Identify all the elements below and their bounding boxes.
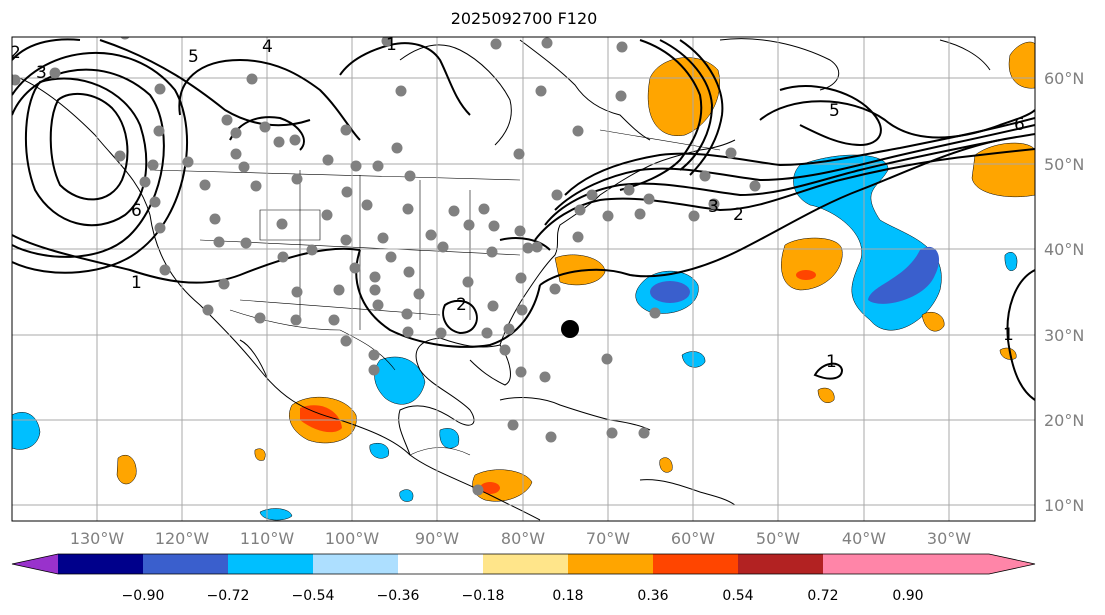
colorbar-tick: −0.18 [462, 588, 505, 604]
colorbar-tick: −0.36 [377, 588, 420, 604]
colorbar-segment [12, 554, 58, 574]
lon-label: 50°W [756, 529, 800, 548]
contour-label: 6 [131, 201, 142, 221]
colorbar-tick: 0.18 [552, 588, 583, 604]
lon-label: 70°W [586, 529, 630, 548]
contour-label: 3 [708, 197, 719, 217]
colorbar-segment [653, 554, 738, 574]
coastlines [12, 38, 991, 521]
storm-center-marker [561, 320, 579, 338]
contour-label: 1 [131, 273, 142, 293]
colorbar-tick: −0.90 [122, 588, 165, 604]
lon-label: 120°W [155, 529, 210, 548]
lat-label: 20°N [1044, 411, 1084, 430]
lat-label: 40°N [1044, 240, 1084, 259]
lat-label: 10°N [1044, 496, 1084, 515]
station-dots [12, 37, 761, 496]
colorbar-segment [823, 554, 908, 574]
colorbar-segment [398, 554, 483, 574]
contour-label-group: 5 4 3 2 6 1 5 6 3 2 1 2 1 1 [10, 35, 1025, 372]
colorbar-segment [143, 554, 228, 574]
map-title: 2025092700 F120 [450, 9, 598, 28]
colorbar-segment [313, 554, 398, 574]
lat-label: 60°N [1044, 69, 1084, 88]
lon-label: 80°W [501, 529, 545, 548]
lon-label: 30°W [927, 529, 971, 548]
lon-label: 130°W [70, 529, 125, 548]
colorbar-tick: −0.54 [292, 588, 335, 604]
colorbar-segment [228, 554, 313, 574]
colorbar-segment [483, 554, 568, 574]
lat-label: 30°N [1044, 326, 1084, 345]
contour-label: 5 [188, 47, 199, 67]
colorbar-tick: 0.36 [637, 588, 668, 604]
lon-label: 60°W [671, 529, 715, 548]
lon-label: 110°W [240, 529, 295, 548]
contour-label: 1 [1003, 325, 1014, 345]
colorbar-segment [738, 554, 823, 574]
map-frame [11, 36, 1036, 522]
contour-label: 1 [386, 35, 397, 55]
contour-label: 6 [1014, 115, 1025, 135]
longitude-labels: 130°W 120°W 110°W 100°W 90°W 80°W 70°W 6… [70, 529, 971, 548]
lat-label: 50°N [1044, 155, 1084, 174]
colorbar: −0.90 −0.72 −0.54 −0.36 −0.18 0.18 0.36 … [11, 553, 1036, 604]
contour-lines [12, 38, 1035, 401]
lon-label: 100°W [325, 529, 380, 548]
colorbar-outline [11, 553, 1036, 575]
contour-label: 5 [829, 101, 840, 121]
lon-label: 40°W [842, 529, 886, 548]
lon-label: 90°W [415, 529, 459, 548]
colorbar-segment [568, 554, 653, 574]
colorbar-tick: 0.54 [722, 588, 753, 604]
colorbar-segment [989, 554, 1035, 574]
colorbar-tick: 0.90 [892, 588, 923, 604]
colorbar-tick: −0.72 [207, 588, 250, 604]
colorbar-tick: 0.72 [807, 588, 838, 604]
colorbar-segment [908, 554, 989, 574]
latitude-labels: 60°N 50°N 40°N 30°N 20°N 10°N [1044, 69, 1084, 515]
contour-label: 3 [36, 63, 47, 83]
contour-label: 4 [262, 37, 273, 57]
colorbar-segment [58, 554, 143, 574]
contour-label: 2 [10, 43, 21, 63]
contour-label: 1 [826, 352, 837, 372]
contour-label: 2 [733, 205, 744, 225]
contour-label: 2 [456, 295, 467, 315]
